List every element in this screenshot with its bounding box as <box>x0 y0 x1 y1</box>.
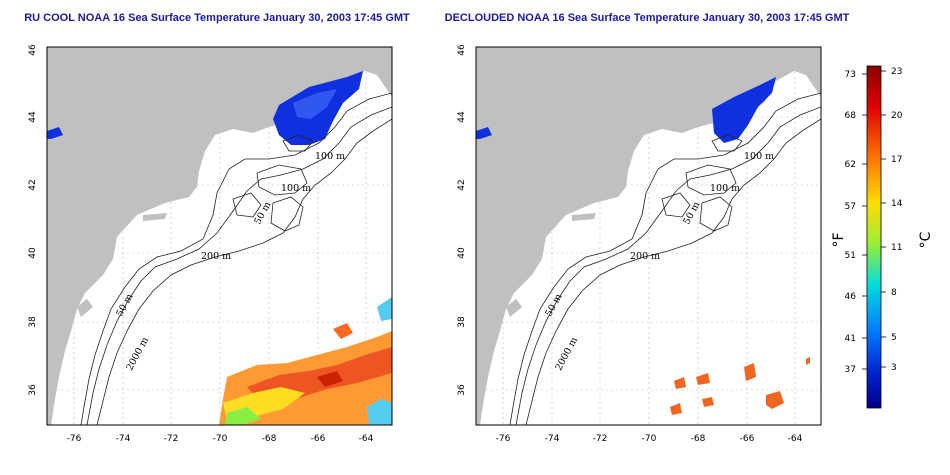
y-tick-label: 38 <box>457 316 467 328</box>
map-title: RU COOL NOAA 16 Sea Surface Temperature … <box>24 12 410 24</box>
y-tick-label: 42 <box>28 179 38 190</box>
colorbar-c-tick: 17 <box>891 155 902 165</box>
y-axis: 36 38 40 42 44 46 <box>457 44 467 396</box>
y-tick-label: 36 <box>28 384 38 396</box>
x-axis: -76 -74 -72 -70 -68 -66 -64 <box>496 434 803 444</box>
y-tick-label: 36 <box>457 384 467 396</box>
x-tick-label: -76 <box>496 434 511 444</box>
cold-water-patch <box>712 77 776 143</box>
map-panel-left: 100 m 100 m 50 m 200 m 50 m 2000 m <box>47 47 392 425</box>
map-frame <box>46 46 393 426</box>
colorbar-c-tick: 14 <box>891 199 903 209</box>
colorbar-f-tick: 37 <box>845 365 856 375</box>
y-tick-label: 40 <box>28 247 38 259</box>
x-tick-label: -66 <box>311 434 326 444</box>
map-title: DECLOUDED NOAA 16 Sea Surface Temperatur… <box>445 12 850 24</box>
x-tick-label: -70 <box>213 434 228 444</box>
colorbar-f-tick: 46 <box>845 292 857 302</box>
celsius-label: °C <box>918 231 934 248</box>
colorbar-f-tick: 57 <box>845 202 856 212</box>
map-frame <box>475 46 822 426</box>
y-tick-label: 44 <box>457 111 467 123</box>
fahrenheit-label: °F <box>831 232 847 247</box>
x-tick-label: -64 <box>788 434 803 444</box>
y-tick-label: 40 <box>457 247 467 259</box>
land-mass <box>476 47 821 425</box>
x-tick-label: -70 <box>642 434 657 444</box>
x-tick-label: -74 <box>545 434 560 444</box>
colorbar-c-tick: 8 <box>891 288 897 298</box>
x-tick-label: -72 <box>164 434 179 444</box>
colorbar-gradient <box>866 65 882 409</box>
x-tick-label: -68 <box>262 434 277 444</box>
y-tick-label: 46 <box>457 44 467 56</box>
colorbar-f-tick: 41 <box>845 334 856 344</box>
colorbar-f-tick: 62 <box>845 160 856 170</box>
x-tick-label: -72 <box>593 434 608 444</box>
x-axis: -76 -74 -72 -70 -68 -66 -64 <box>67 434 374 444</box>
land-mass <box>47 47 392 425</box>
colorbar-f-tick: 68 <box>845 111 857 121</box>
contour-label: 100 m <box>315 151 345 162</box>
colorbar-f-tick: 51 <box>845 251 856 261</box>
colorbar: 73 68 62 57 51 46 41 37 23 20 17 14 11 8… <box>831 65 934 409</box>
colorbar-c-tick: 11 <box>891 243 902 253</box>
x-tick-label: -66 <box>740 434 755 444</box>
contour-label: 200 m <box>201 251 231 262</box>
y-tick-label: 46 <box>28 44 38 56</box>
contour-label: 200 m <box>630 251 660 262</box>
y-tick-label: 38 <box>28 316 38 328</box>
y-tick-label: 42 <box>457 179 467 190</box>
colorbar-c-tick: 5 <box>891 333 897 343</box>
contour-label: 100 m <box>281 183 311 194</box>
x-tick-label: -64 <box>359 434 374 444</box>
colorbar-c-tick: 3 <box>891 363 897 373</box>
contour-label: 100 m <box>710 183 740 194</box>
x-tick-label: -76 <box>67 434 82 444</box>
colorbar-f-tick: 73 <box>845 70 856 80</box>
warm-water-patches <box>670 357 810 415</box>
warm-water-patches <box>219 297 392 425</box>
y-tick-label: 44 <box>28 111 38 123</box>
colorbar-c-tick: 23 <box>891 67 902 77</box>
x-tick-label: -74 <box>116 434 131 444</box>
contour-label: 100 m <box>744 151 774 162</box>
x-tick-label: -68 <box>691 434 706 444</box>
colorbar-c-tick: 20 <box>891 111 903 121</box>
map-panel-right: 100 m 100 m 50 m 200 m 50 m 2000 m <box>476 47 821 425</box>
y-axis: 36 38 40 42 44 46 <box>28 44 38 396</box>
